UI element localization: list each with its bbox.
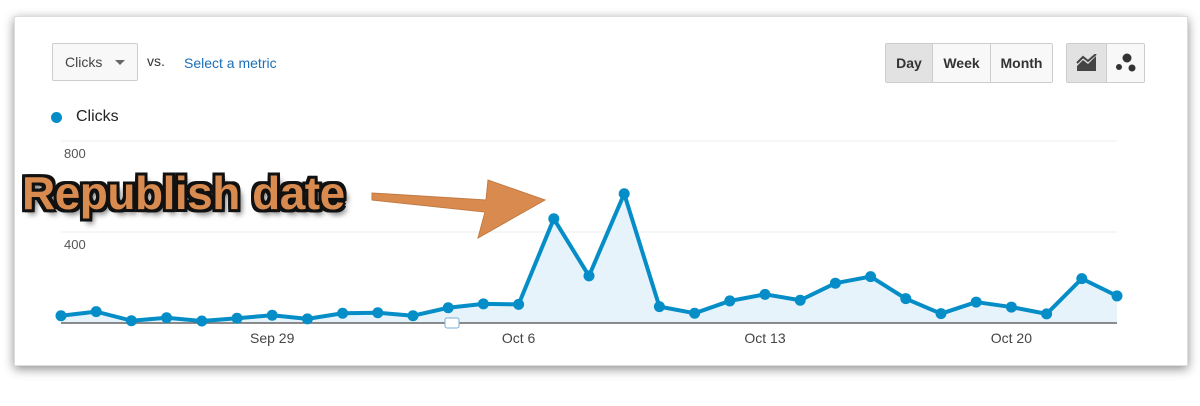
data-point — [689, 307, 701, 319]
data-point — [337, 307, 349, 319]
metric-select-value: Clicks — [65, 54, 103, 70]
data-point — [1041, 308, 1053, 320]
y-tick-label: 800 — [64, 146, 86, 161]
annotation-arrow — [371, 179, 547, 240]
data-point — [301, 313, 313, 325]
data-point — [1111, 290, 1123, 302]
data-point — [548, 213, 560, 225]
annotation-marker-icon — [444, 317, 460, 329]
data-point — [759, 288, 771, 300]
annotation-text: Republish date — [22, 167, 345, 219]
y-tick-label: 400 — [64, 237, 86, 252]
data-point — [970, 296, 982, 308]
granularity-group: Day Week Month — [885, 43, 1053, 83]
data-point — [618, 188, 630, 200]
metric-select[interactable]: Clicks — [52, 43, 138, 81]
month-button[interactable]: Month — [991, 44, 1052, 82]
day-button[interactable]: Day — [886, 44, 933, 82]
data-point — [231, 312, 243, 324]
data-point — [724, 295, 736, 307]
data-point — [407, 310, 419, 322]
data-point — [513, 298, 525, 310]
data-point — [829, 277, 841, 289]
week-button[interactable]: Week — [933, 44, 991, 82]
data-point — [583, 270, 595, 282]
line-chart-icon — [1075, 54, 1097, 71]
data-point — [90, 306, 102, 318]
data-point — [1005, 301, 1017, 313]
data-point — [900, 293, 912, 305]
data-point — [161, 312, 173, 324]
x-tick-label: Oct 13 — [744, 330, 785, 346]
data-point — [372, 307, 384, 319]
chevron-down-icon — [115, 60, 125, 65]
data-point — [794, 294, 806, 306]
line-chart-button[interactable] — [1067, 44, 1107, 82]
data-point — [865, 271, 877, 283]
data-point — [653, 301, 665, 313]
chart-type-group — [1066, 43, 1145, 83]
data-point — [477, 298, 489, 310]
legend-label: Clicks — [76, 108, 119, 125]
chart-legend: Clicks — [51, 108, 119, 126]
motion-chart-icon — [1115, 53, 1135, 72]
x-tick-label: Sep 29 — [250, 330, 295, 346]
motion-chart-button[interactable] — [1107, 44, 1144, 82]
data-point — [55, 310, 67, 322]
data-point — [125, 315, 137, 327]
data-point — [442, 302, 454, 314]
data-point — [1076, 273, 1088, 285]
x-tick-label: Oct 6 — [502, 330, 536, 346]
vs-label: vs. — [147, 53, 165, 69]
data-point — [266, 309, 278, 321]
legend-dot — [51, 111, 62, 123]
area-fill — [61, 193, 1117, 323]
data-point — [935, 308, 947, 320]
x-tick-label: Oct 20 — [991, 330, 1032, 346]
data-point — [196, 315, 208, 327]
select-metric-link[interactable]: Select a metric — [184, 55, 277, 71]
